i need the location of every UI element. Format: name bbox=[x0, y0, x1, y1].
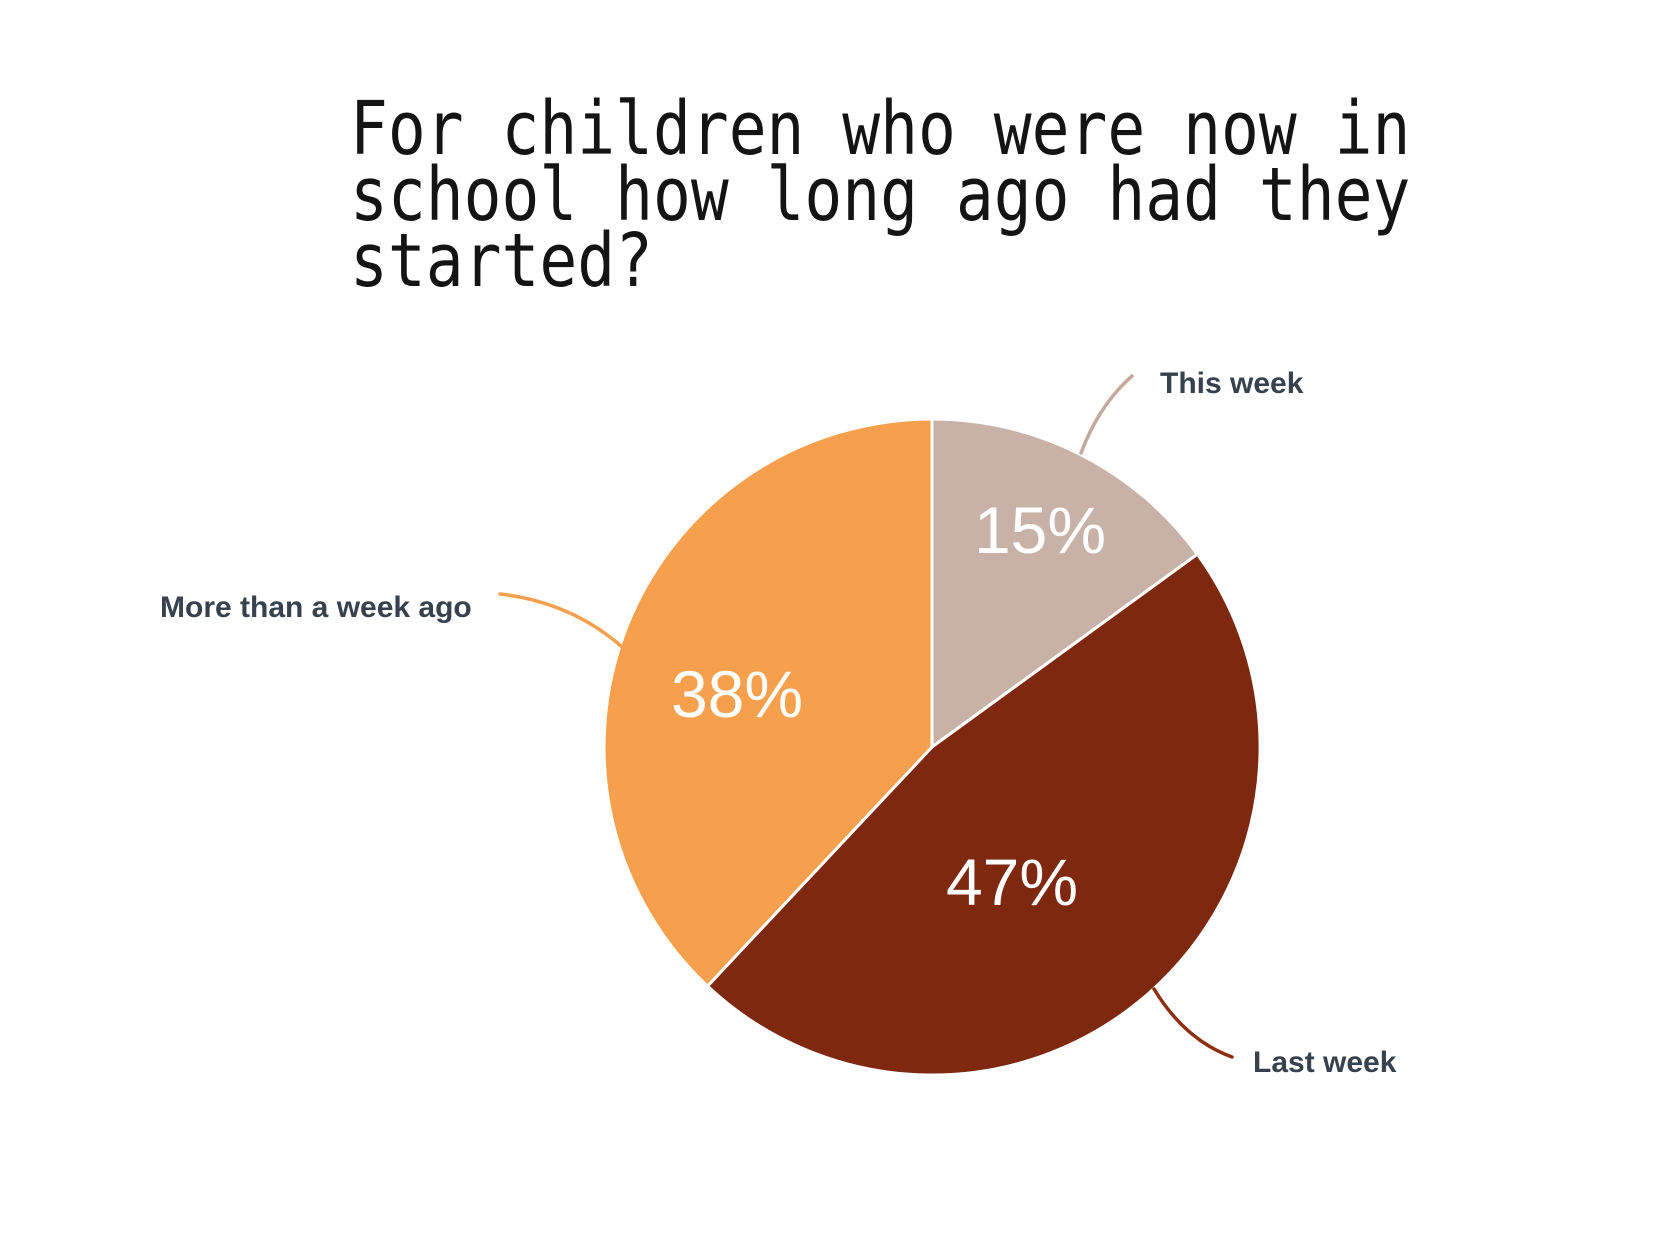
slice-value-this-week: 15% bbox=[974, 493, 1106, 567]
leader-line-last-week bbox=[1152, 987, 1234, 1059]
slice-value-last-week: 47% bbox=[946, 845, 1078, 919]
pie-slice-more-than-a-week-ago bbox=[602, 417, 934, 988]
slice-label-more-than-a-week-ago: More than a week ago bbox=[160, 591, 472, 624]
chart-title: For children who were now in school how … bbox=[350, 86, 1411, 304]
slice-value-more-than-a-week-ago: 38% bbox=[671, 657, 803, 731]
leader-line-this-week bbox=[1079, 374, 1134, 455]
slice-label-this-week: This week bbox=[1160, 367, 1304, 400]
leader-line-more-than-a-week-ago bbox=[498, 592, 623, 648]
chart-title-line-2: school how long ago had they bbox=[350, 152, 1411, 238]
pie-slice-this-week bbox=[930, 417, 1199, 749]
chart-title-line-3: started? bbox=[350, 218, 653, 304]
slice-label-last-week: Last week bbox=[1253, 1046, 1397, 1079]
pie-slice-last-week bbox=[706, 552, 1262, 1077]
chart-title-line-1: For children who were now in bbox=[350, 86, 1411, 172]
